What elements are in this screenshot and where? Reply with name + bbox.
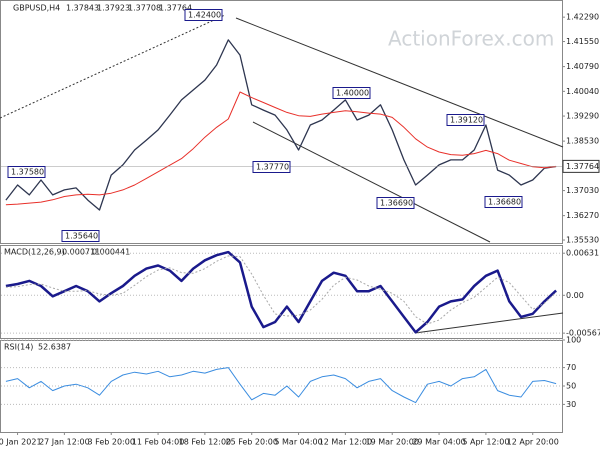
price-label-box	[61, 230, 100, 242]
price-label-box	[332, 87, 371, 99]
price-label-box	[484, 196, 523, 208]
price-label: 1.35640	[65, 232, 98, 241]
signal-value: 0.000441	[92, 248, 130, 257]
x-tick-label: 18 Feb 12:00	[179, 438, 231, 447]
x-tick-label: 11 Feb 04:00	[132, 438, 184, 447]
channel-line	[235, 17, 564, 148]
rsi-title: RSI(14)	[4, 343, 33, 352]
macd-value: 0.000711	[62, 248, 100, 257]
price-label: 1.36680	[488, 198, 521, 207]
series-line	[5, 255, 557, 325]
y-tick-label: 1.37030	[566, 186, 599, 195]
price-panel	[0, 0, 563, 244]
x-tick-label: 19 Mar 20:00	[366, 438, 419, 447]
series-line	[5, 91, 557, 206]
series-line	[5, 367, 557, 404]
price-label: 1.37580	[11, 168, 44, 177]
price-label-box	[446, 114, 485, 126]
y-tick-label: 1.41550	[566, 37, 599, 46]
x-tick-label: 12 Apr 20:00	[507, 438, 559, 447]
macd-panel	[0, 245, 563, 339]
price-label: 1.40000	[336, 89, 369, 98]
ohlc: 1.37923	[97, 4, 130, 13]
series-line	[5, 39, 557, 211]
x-tick-label: 27 Jan 12:00	[39, 438, 90, 447]
price-label-box	[184, 9, 223, 21]
ohlc: 1.37764	[159, 4, 192, 13]
watermark: ActionForex.com	[388, 27, 554, 51]
series-line	[5, 250, 557, 334]
price-label: 1.42400	[188, 11, 221, 20]
y-tick-label: 1.39290	[566, 112, 599, 121]
price-label-box	[376, 197, 415, 209]
y-tick-label: 50	[566, 382, 576, 391]
trend-line	[414, 312, 564, 334]
price-label: 1.37770	[256, 163, 289, 172]
x-tick-label: 25 Feb 20:00	[225, 438, 277, 447]
channel-line	[252, 121, 491, 243]
ohlc: 1.37843	[66, 4, 99, 13]
x-tick-label: 3 Feb 20:00	[88, 438, 135, 447]
x-tick-label: 12 Mar 12:00	[319, 438, 372, 447]
x-tick-label: 5 Apr 12:00	[462, 438, 509, 447]
y-tick-label: 0.00	[566, 291, 584, 300]
price-label-box	[7, 166, 46, 178]
y-tick-label: 100	[566, 336, 581, 345]
trend-line	[0, 14, 226, 119]
symbol: GBPUSD,H4	[13, 4, 60, 13]
y-tick-label: 1.40790	[566, 62, 599, 71]
current-price: 1.37764	[566, 162, 599, 171]
x-tick-label: 29 Mar 04:00	[412, 438, 465, 447]
y-tick-label: 30	[566, 400, 576, 409]
price-label-box	[252, 161, 291, 173]
header: GBPUSD,H4 1.37843 1.37923 1.37708 1.3776…	[4, 4, 192, 352]
y-tick-label: 1.35530	[566, 236, 599, 245]
y-tick-label: 0.00631	[566, 249, 599, 258]
y-tick-label: 70	[566, 363, 576, 372]
x-tick-label: 5 Mar 04:00	[274, 438, 322, 447]
y-tick-label: 1.42290	[566, 13, 599, 22]
ohlc: 1.37708	[128, 4, 161, 13]
y-tick-label: 1.40040	[566, 87, 599, 96]
rsi-value: 52.6387	[38, 343, 71, 352]
current-price-box	[562, 159, 600, 173]
y-tick-label: 1.38530	[566, 137, 599, 146]
macd-title: MACD(12,26,9)	[4, 248, 65, 257]
x-tick-label: 20 Jan 2021	[0, 438, 42, 447]
price-label: 1.39120	[450, 116, 483, 125]
y-tick-label: 1.36270	[566, 211, 599, 220]
price-label: 1.36690	[380, 199, 413, 208]
